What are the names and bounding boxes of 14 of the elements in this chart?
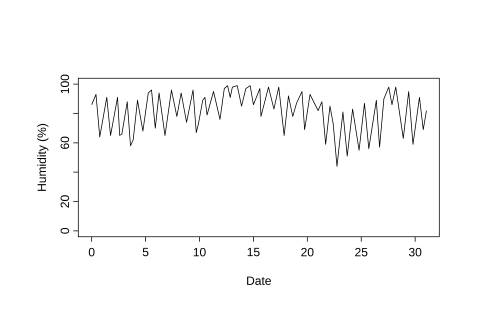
y-tick-label: 60 xyxy=(60,136,70,149)
y-tick-label: 0 xyxy=(60,228,70,234)
x-tick-label: 0 xyxy=(88,248,95,256)
x-tick-label: 10 xyxy=(194,248,206,256)
y-tick-label: 20 xyxy=(60,195,70,208)
y-tick-label: 100 xyxy=(60,74,70,94)
line-series xyxy=(91,85,427,167)
x-tick-label: 15 xyxy=(248,248,260,256)
x-tick-label: 25 xyxy=(355,248,368,256)
x-tick-label: 30 xyxy=(408,248,422,256)
x-tick-label: 5 xyxy=(142,248,148,256)
x-axis-title: Date xyxy=(247,276,271,285)
x-tick-label: 20 xyxy=(301,248,314,256)
y-axis-title: Humidity (%) xyxy=(37,124,48,191)
